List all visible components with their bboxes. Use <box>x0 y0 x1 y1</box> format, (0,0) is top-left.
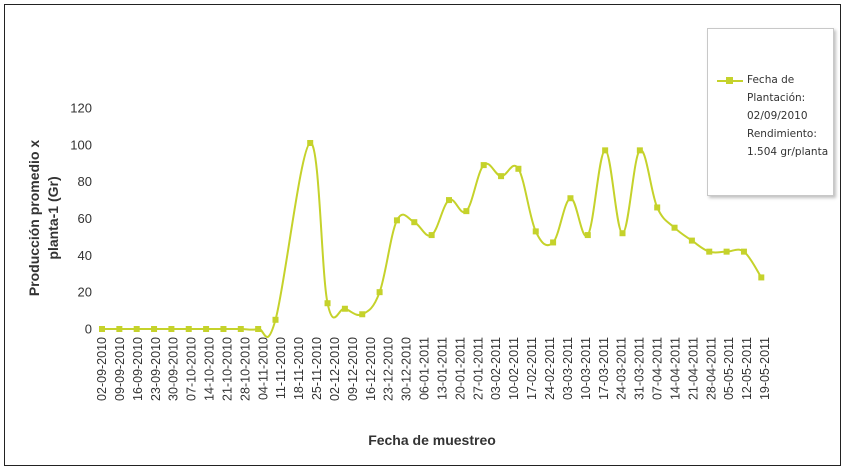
x-tick-label: 19-05-2011 <box>758 337 772 400</box>
data-point <box>116 326 123 332</box>
legend-label-line-5: 1.504 gr/planta <box>747 146 829 158</box>
data-point <box>220 326 227 332</box>
x-tick-label: 02-09-2010 <box>95 337 109 401</box>
legend-label-line-2: Plantación: <box>747 92 806 104</box>
data-point <box>99 326 105 332</box>
data-point <box>446 197 452 204</box>
data-point <box>168 326 175 332</box>
data-point <box>532 228 539 235</box>
x-tick-label: 21-10-2010 <box>220 337 234 401</box>
legend-series-marker <box>726 77 733 84</box>
x-axis-title: Fecha de muestreo <box>368 432 496 448</box>
data-point <box>671 224 678 231</box>
x-tick-label: 23-12-2010 <box>382 337 396 401</box>
x-tick-label: 28-10-2010 <box>238 337 252 401</box>
data-point <box>411 219 418 226</box>
x-tick-label: 18-11-2010 <box>292 337 306 400</box>
y-tick-label: 120 <box>70 101 92 116</box>
data-point <box>550 239 557 246</box>
x-tick-label: 17-03-2011 <box>597 337 611 400</box>
x-tick-label: 09-09-2010 <box>113 337 127 401</box>
x-tick-label: 30-12-2010 <box>400 337 414 401</box>
data-point <box>584 232 591 239</box>
legend-label-line-3: 02/09/2010 <box>747 110 808 122</box>
y-axis-title-line-2: planta-1 (Gr) <box>45 176 61 259</box>
x-tick-label: 11-11-2010 <box>274 337 288 399</box>
x-tick-label: 04-11-2010 <box>256 337 270 400</box>
x-tick-label: 28-04-2011 <box>704 337 718 400</box>
data-point <box>255 326 262 332</box>
x-tick-label: 02-12-2010 <box>328 337 342 401</box>
x-tick-label: 03-03-2011 <box>561 337 575 400</box>
data-point <box>428 232 435 239</box>
data-point <box>706 248 713 255</box>
y-tick-label: 80 <box>78 174 92 189</box>
x-tick-label: 31-03-2011 <box>633 337 647 400</box>
y-tick-label: 20 <box>78 285 92 300</box>
x-tick-label: 14-04-2011 <box>668 337 682 400</box>
y-tick-label: 100 <box>70 137 92 152</box>
data-point <box>619 230 626 237</box>
data-point <box>393 217 400 224</box>
data-point <box>151 326 158 332</box>
data-point <box>324 300 331 307</box>
plot-area <box>99 139 765 338</box>
legend: Fecha de Plantación: 02/09/2010 Rendimie… <box>707 28 834 196</box>
data-point <box>480 162 487 169</box>
data-point <box>602 147 609 154</box>
data-point <box>654 204 661 211</box>
y-axis-title-line-1: Producción promedio x <box>26 140 42 297</box>
x-tick-label: 12-05-2011 <box>740 337 754 400</box>
x-tick-label: 07-04-2011 <box>651 337 665 400</box>
data-point <box>463 208 470 215</box>
data-point <box>498 173 505 180</box>
x-tick-label: 17-02-2011 <box>525 337 539 400</box>
y-axis: 0 20 40 60 80 100 120 <box>70 101 92 337</box>
data-point <box>307 139 314 146</box>
data-point <box>515 165 522 172</box>
data-point <box>341 305 348 312</box>
x-tick-label: 20-01-2011 <box>453 337 467 400</box>
data-point <box>688 237 695 244</box>
y-tick-label: 40 <box>78 248 92 263</box>
data-point <box>723 248 730 255</box>
chart-frame <box>4 4 841 466</box>
data-point <box>740 248 747 255</box>
x-tick-label: 03-02-2011 <box>489 337 503 400</box>
data-point <box>567 195 574 202</box>
data-point <box>185 326 192 332</box>
x-tick-label: 30-09-2010 <box>167 337 181 401</box>
y-tick-label: 0 <box>85 322 92 337</box>
data-point <box>272 316 279 323</box>
x-tick-label: 16-09-2010 <box>131 337 145 401</box>
x-tick-label: 25-11-2010 <box>310 337 324 400</box>
data-point <box>203 326 210 332</box>
x-tick-label: 09-12-2010 <box>346 337 360 401</box>
x-tick-label: 23-09-2010 <box>149 337 163 401</box>
data-point <box>376 289 383 296</box>
legend-label-line-4: Rendimiento: <box>747 128 817 140</box>
x-tick-label: 14-10-2010 <box>203 337 217 401</box>
x-tick-label: 05-05-2011 <box>722 337 736 400</box>
data-point <box>133 326 140 332</box>
data-point <box>237 326 244 332</box>
legend-label-line-1: Fecha de <box>747 74 795 86</box>
data-point <box>359 311 366 318</box>
x-axis: 02-09-2010 09-09-2010 16-09-2010 23-09-2010… <box>95 337 772 401</box>
x-tick-label: 13-01-2011 <box>435 337 449 400</box>
x-tick-label: 27-01-2011 <box>471 337 485 400</box>
x-tick-label: 06-01-2011 <box>418 337 432 400</box>
x-tick-label: 24-03-2011 <box>615 337 629 400</box>
data-point <box>636 147 643 154</box>
x-tick-label: 10-03-2011 <box>579 337 593 400</box>
x-tick-label: 07-10-2010 <box>185 337 199 401</box>
x-tick-label: 21-04-2011 <box>686 337 700 400</box>
x-tick-label: 16-12-2010 <box>364 337 378 401</box>
data-point <box>758 274 765 281</box>
y-tick-label: 60 <box>78 211 92 226</box>
x-tick-label: 24-02-2011 <box>543 337 557 400</box>
x-tick-label: 10-02-2011 <box>507 337 521 400</box>
series-line <box>102 141 763 338</box>
